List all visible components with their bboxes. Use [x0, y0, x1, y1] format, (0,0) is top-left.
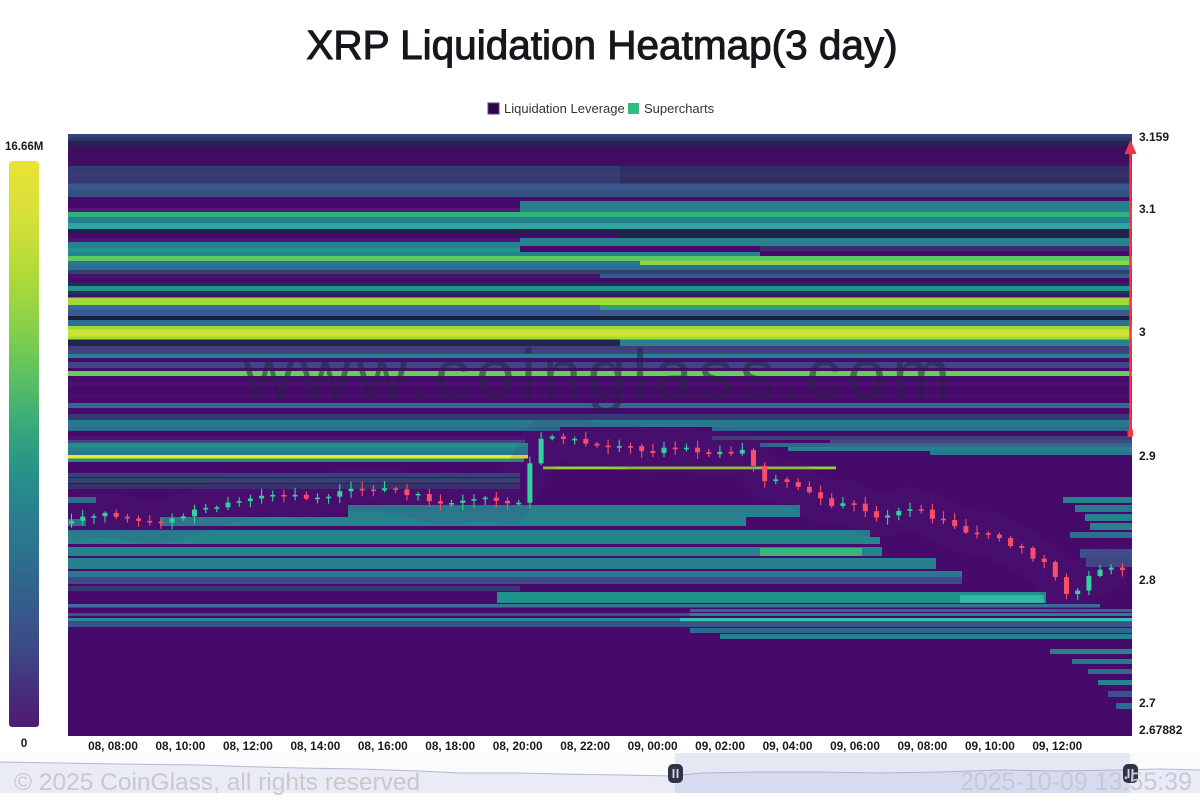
svg-text:2.7: 2.7 — [1139, 696, 1156, 710]
svg-text:09, 10:00: 09, 10:00 — [965, 739, 1015, 753]
svg-text:09, 02:00: 09, 02:00 — [695, 739, 745, 753]
svg-text:16.66M: 16.66M — [5, 141, 43, 153]
svg-text:XRP Liquidation Heatmap(3 day): XRP Liquidation Heatmap(3 day) — [306, 22, 897, 68]
svg-text:2.9: 2.9 — [1139, 449, 1156, 463]
svg-text:08, 08:00: 08, 08:00 — [88, 739, 138, 753]
svg-text:08, 14:00: 08, 14:00 — [290, 739, 340, 753]
svg-text:08, 20:00: 08, 20:00 — [493, 739, 543, 753]
svg-text:Liquidation Leverage: Liquidation Leverage — [504, 101, 625, 116]
svg-text:09, 00:00: 09, 00:00 — [628, 739, 678, 753]
svg-text:© 2025 CoinGlass, all rights r: © 2025 CoinGlass, all rights reserved — [14, 769, 420, 796]
svg-text:08, 10:00: 08, 10:00 — [155, 739, 205, 753]
svg-text:2025-10-09 13:55:39: 2025-10-09 13:55:39 — [960, 768, 1192, 796]
svg-text:09, 12:00: 09, 12:00 — [1032, 739, 1082, 753]
svg-text:0: 0 — [21, 736, 28, 750]
svg-text:09, 04:00: 09, 04:00 — [763, 739, 813, 753]
svg-text:Supercharts: Supercharts — [644, 101, 715, 116]
svg-text:09, 06:00: 09, 06:00 — [830, 739, 880, 753]
svg-text:08, 16:00: 08, 16:00 — [358, 739, 408, 753]
svg-text:www.coinglass.com: www.coinglass.com — [243, 335, 957, 413]
svg-text:08, 18:00: 08, 18:00 — [425, 739, 475, 753]
svg-text:09, 08:00: 09, 08:00 — [897, 739, 947, 753]
svg-text:3.159: 3.159 — [1139, 130, 1169, 144]
svg-text:08, 12:00: 08, 12:00 — [223, 739, 273, 753]
svg-text:2.67882: 2.67882 — [1139, 723, 1183, 737]
svg-text:2.8: 2.8 — [1139, 573, 1156, 587]
svg-text:08, 22:00: 08, 22:00 — [560, 739, 610, 753]
svg-text:3.1: 3.1 — [1139, 202, 1156, 216]
svg-text:3: 3 — [1139, 325, 1146, 339]
